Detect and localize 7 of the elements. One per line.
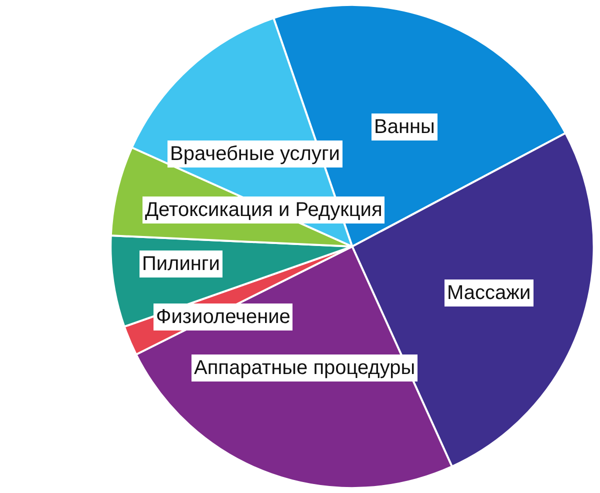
slice-label: Детоксикация и Редукция (145, 199, 382, 221)
slice-label: Врачебные услуги (170, 143, 340, 165)
slice-label: Аппаратные процедуры (194, 357, 416, 379)
slice-label: Физиолечение (156, 306, 290, 328)
slice-label: Ванны (374, 116, 435, 138)
slice-label: Массажи (447, 282, 531, 304)
slice-label: Пилинги (142, 253, 220, 275)
